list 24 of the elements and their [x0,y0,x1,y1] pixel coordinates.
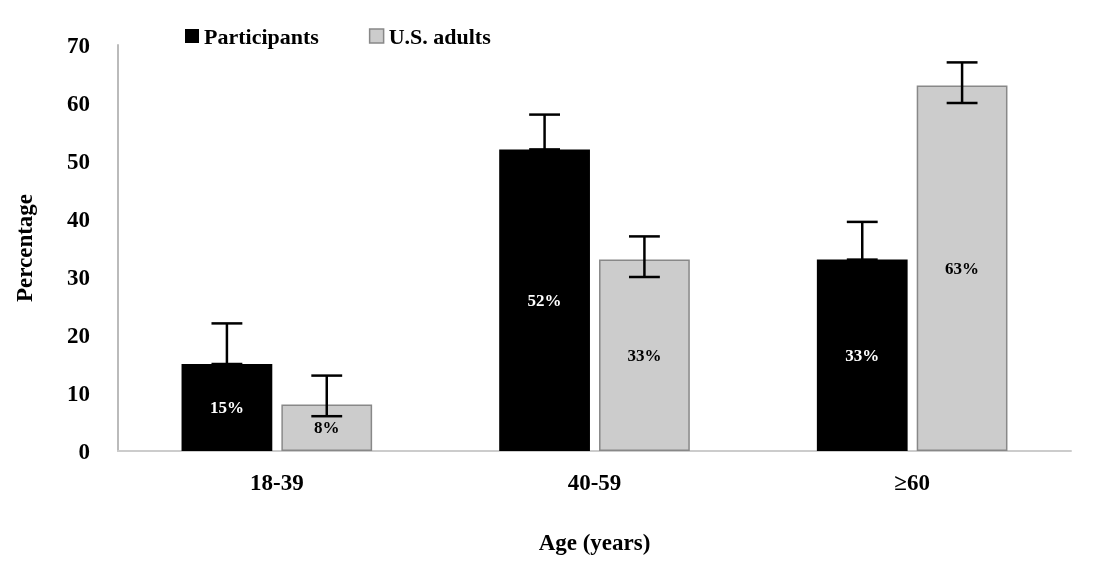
x-tick-label: 40-59 [567,470,622,495]
y-axis-title: Percentage [12,193,37,303]
y-tick-label: 20 [67,322,90,348]
x-axis-title: Age (years) [538,530,651,555]
legend-label: U.S. adults [388,23,492,49]
x-tick-label: ≥60 [894,470,930,495]
y-tick-label: 40 [67,206,90,232]
y-tick-label: 30 [67,264,90,290]
data-label: 33% [627,345,662,365]
y-tick-label: 60 [67,90,90,116]
x-tick-label: 18-39 [250,470,304,495]
data-label: 52% [527,290,562,310]
data-label: 63% [945,258,980,278]
bar [499,149,590,451]
legend-label: Participants [204,23,320,49]
data-label: 15% [209,398,244,417]
data-label: 33% [845,345,880,365]
y-tick-label: 70 [67,32,90,58]
data-label: 8% [314,418,340,438]
y-tick-label: 50 [67,148,90,174]
y-tick-label: 0 [78,438,90,464]
bar [181,364,273,451]
y-tick-label: 10 [67,380,90,406]
bar [816,259,908,451]
